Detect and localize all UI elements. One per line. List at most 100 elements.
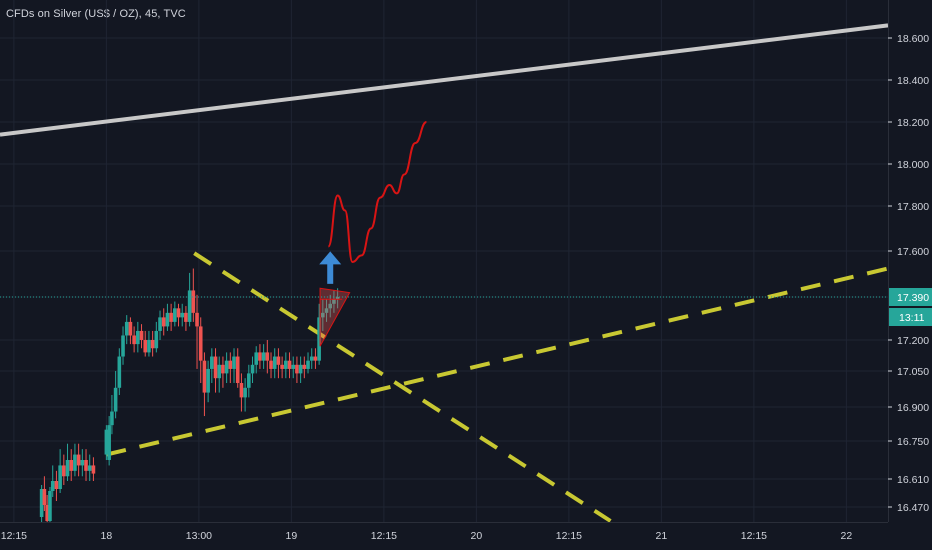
- candle-body: [306, 360, 310, 369]
- candle-22: [124, 315, 129, 345]
- candle-body: [110, 411, 114, 426]
- x-tick-label-6: 12:15: [556, 530, 582, 542]
- flag-pattern: [319, 287, 351, 347]
- candle-body: [309, 356, 314, 361]
- candle-body: [235, 356, 240, 383]
- candle-40: [191, 268, 196, 322]
- candle-body: [65, 460, 70, 477]
- candle-body: [69, 460, 74, 471]
- candle-body: [139, 330, 144, 340]
- y-tick-label-3: 16.900: [897, 402, 929, 414]
- candle-body: [221, 364, 225, 374]
- candle-61: [269, 352, 273, 379]
- candle-body: [317, 317, 321, 361]
- candle-body: [180, 312, 185, 318]
- countdown-label: 13:11: [899, 312, 925, 324]
- y-tick-label-5: 17.200: [897, 335, 929, 347]
- candle-body: [198, 326, 203, 361]
- candle-47: [217, 356, 222, 393]
- candle-body: [284, 360, 288, 369]
- candle-14: [87, 454, 92, 481]
- candle-57: [254, 346, 259, 374]
- y-tick-label-11: 18.400: [897, 75, 929, 87]
- candle-42: [198, 317, 203, 383]
- candle-62: [272, 348, 277, 379]
- candles: [39, 268, 340, 531]
- candle-body: [143, 340, 148, 353]
- y-tick-label-12: 18.600: [897, 33, 929, 45]
- candle-7: [62, 454, 66, 485]
- candle-20: [117, 348, 122, 395]
- candle-43: [202, 352, 207, 417]
- candle-body: [48, 491, 52, 521]
- candle-11: [76, 443, 81, 477]
- x-tick-label-3: 19: [286, 530, 298, 542]
- candle-body: [254, 352, 259, 365]
- candle-body: [80, 460, 85, 466]
- candle-49: [224, 352, 229, 383]
- candle-body: [104, 429, 109, 455]
- y-tick-label-9: 18.000: [897, 159, 929, 171]
- candle-body: [224, 360, 229, 374]
- candle-77: [328, 294, 333, 318]
- candle-69: [298, 356, 303, 383]
- candle-body: [87, 465, 92, 471]
- candle-31: [158, 310, 162, 340]
- candle-body: [291, 364, 296, 369]
- candle-78: [332, 290, 336, 313]
- candle-10: [73, 443, 77, 477]
- candle-body: [210, 356, 214, 369]
- candle-body: [113, 387, 118, 412]
- candle-body: [39, 489, 44, 517]
- trend-lines[interactable]: [0, 23, 889, 523]
- candle-12: [80, 449, 85, 477]
- candle-body: [121, 335, 125, 357]
- candle-50: [228, 352, 233, 383]
- candle-body: [302, 364, 307, 369]
- candle-body: [335, 297, 340, 300]
- candle-32: [161, 308, 166, 336]
- candle-body: [232, 356, 236, 369]
- candle-body: [202, 360, 207, 393]
- candle-27: [143, 330, 148, 357]
- candle-body: [147, 340, 151, 353]
- time-axis[interactable]: 12:15 18 13:00 19 12:15 20 12:15 21 12:15 22: [0, 522, 932, 550]
- arrow-head: [319, 251, 342, 265]
- candle-body: [124, 321, 129, 336]
- candle-body: [206, 368, 210, 393]
- candle-67: [291, 356, 296, 379]
- candle-body: [136, 330, 140, 345]
- y-tick-label-2: 16.750: [897, 436, 929, 448]
- candle-body: [228, 360, 233, 369]
- candle-19: [113, 371, 118, 419]
- price-axis-bg: [888, 0, 932, 550]
- price-axis[interactable]: 16.470 16.610 16.750 16.900 17.050 17.200 17.6…: [888, 0, 932, 550]
- candle-45: [210, 348, 214, 383]
- candle-30: [154, 321, 159, 353]
- candle-36: [176, 303, 181, 327]
- candle-71: [306, 352, 310, 374]
- candle-body: [324, 308, 329, 313]
- candle-body: [73, 454, 77, 471]
- candle-66: [287, 352, 292, 379]
- candle-body: [158, 317, 162, 331]
- candle-8: [65, 443, 70, 481]
- candle-body: [280, 364, 284, 369]
- candle-body: [191, 290, 196, 313]
- candle-body: [76, 454, 81, 466]
- candle-35: [173, 301, 177, 327]
- candle-body: [247, 373, 251, 388]
- candle-body: [187, 290, 192, 322]
- y-tick-label-10: 18.200: [897, 117, 929, 129]
- candle-body: [313, 356, 318, 361]
- y-tick-label-0: 16.470: [897, 502, 929, 514]
- candle-body: [45, 505, 49, 521]
- candle-body: [276, 356, 281, 365]
- candle-body: [265, 352, 270, 361]
- price-badge: [889, 288, 932, 306]
- candle-56: [250, 356, 255, 383]
- flag-triangle: [319, 287, 351, 347]
- candle-29: [150, 330, 155, 357]
- candle-body: [269, 360, 273, 369]
